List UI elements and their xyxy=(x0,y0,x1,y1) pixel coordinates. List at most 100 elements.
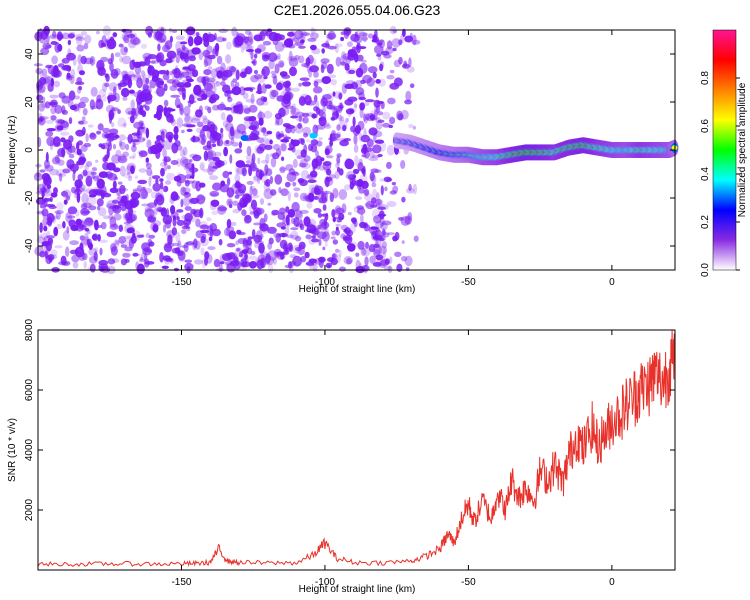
heatmap-cell xyxy=(74,179,83,189)
heatmap-cell xyxy=(281,156,285,161)
snr-x-ticks: -150 -100 -50 0 xyxy=(171,330,615,588)
heatmap-cell xyxy=(119,153,126,162)
heatmap-cell xyxy=(257,254,266,263)
heatmap-cell xyxy=(50,115,57,121)
heatmap-cell xyxy=(291,128,296,134)
heatmap-cell xyxy=(256,97,265,106)
heatmap-cell xyxy=(156,86,165,97)
heatmap-cell xyxy=(231,26,238,37)
heatmap-cell xyxy=(98,88,107,97)
heatmap-cell xyxy=(54,104,63,114)
heatmap-cell xyxy=(406,66,415,73)
heatmap-cell xyxy=(91,175,96,179)
heatmap-cell xyxy=(285,124,295,129)
heatmap-cell xyxy=(278,232,288,238)
heatmap-cell xyxy=(49,168,59,176)
heatmap-cell xyxy=(290,55,295,61)
heatmap-cell xyxy=(76,77,83,84)
heatmap-cell xyxy=(75,129,85,137)
heatmap-cell xyxy=(276,222,287,228)
heatmap-feature xyxy=(309,132,318,139)
heatmap-cell xyxy=(249,88,254,92)
heatmap-cell xyxy=(181,225,191,230)
heatmap-cell xyxy=(37,115,46,126)
heatmap-cell xyxy=(216,55,223,65)
heatmap-cell xyxy=(77,101,86,109)
heatmap-cell xyxy=(142,83,149,91)
heatmap-cell xyxy=(89,132,96,138)
heatmap-cell xyxy=(392,47,397,52)
heatmap-cell xyxy=(212,48,217,57)
heatmap-cell xyxy=(212,182,222,191)
heatmap-cell xyxy=(269,89,277,100)
heatmap-cell xyxy=(171,247,180,254)
heatmap-cell xyxy=(391,181,396,186)
heatmap-cell xyxy=(76,141,80,151)
heatmap-cell xyxy=(60,190,69,197)
heatmap-cell xyxy=(361,168,366,174)
heatmap-cell xyxy=(165,131,174,141)
heatmap-cell xyxy=(232,200,239,206)
heatmap-cell xyxy=(220,127,224,134)
heatmap-cell xyxy=(186,226,191,232)
heatmap-cell xyxy=(298,82,302,87)
heatmap-cell xyxy=(261,66,270,77)
heatmap-cell xyxy=(134,175,139,180)
heatmap-cell xyxy=(210,193,218,197)
heatmap-cell xyxy=(156,52,165,63)
heatmap-cell xyxy=(313,94,318,103)
heatmap-cell xyxy=(63,199,68,205)
heatmap-cell xyxy=(318,137,323,141)
heatmap-cell xyxy=(140,76,147,86)
heatmap-cell xyxy=(263,188,274,200)
heatmap-cell xyxy=(243,68,252,74)
heatmap-cell xyxy=(336,155,341,164)
heatmap-cell xyxy=(260,127,267,133)
heatmap-cell xyxy=(377,206,386,210)
heatmap-cell xyxy=(240,199,248,208)
heatmap-cell xyxy=(48,254,58,260)
heatmap-cell xyxy=(335,207,345,215)
heatmap-cell xyxy=(335,248,340,253)
heatmap-cell xyxy=(369,114,376,121)
heatmap-cell xyxy=(328,174,336,179)
heatmap-cell xyxy=(176,158,182,167)
heatmap-cell xyxy=(188,211,197,223)
heatmap-cell xyxy=(365,241,369,249)
heatmap-cell xyxy=(234,81,240,89)
heatmap-cell xyxy=(42,68,48,77)
heatmap-cell xyxy=(118,140,123,147)
heatmap-cell xyxy=(259,136,270,147)
heatmap-cell xyxy=(310,144,318,153)
heatmap-cell xyxy=(120,206,127,212)
colorbar-tick-label: 0.4 xyxy=(700,167,711,181)
heatmap-cell xyxy=(403,60,408,68)
heatmap-cell xyxy=(266,130,273,135)
heatmap-cell xyxy=(238,86,246,96)
heatmap-cell xyxy=(275,148,282,157)
heatmap-cell xyxy=(219,261,225,265)
heatmap-cell xyxy=(39,70,44,78)
heatmap-cell xyxy=(338,212,345,221)
heatmap-cell xyxy=(184,206,192,211)
heatmap-cell xyxy=(318,226,327,231)
heatmap-cell xyxy=(285,214,290,226)
heatmap-cell xyxy=(274,121,280,126)
heatmap-cell xyxy=(190,208,197,215)
heatmap-cell xyxy=(124,81,134,87)
heatmap-cell xyxy=(359,102,365,111)
heatmap-cell xyxy=(159,251,164,263)
heatmap-cell xyxy=(285,91,294,102)
colorbar-tick-label: 0.8 xyxy=(700,71,711,85)
heatmap-cell xyxy=(345,80,356,86)
heatmap-cell xyxy=(389,256,393,264)
heatmap-cell xyxy=(373,215,382,224)
heatmap-cell xyxy=(208,96,217,104)
heatmap-cell xyxy=(298,55,305,64)
heatmap-cell xyxy=(253,34,263,42)
heatmap-cell xyxy=(363,224,371,232)
heatmap-cell xyxy=(152,175,161,180)
heatmap-cell xyxy=(200,237,209,247)
heatmap-cell xyxy=(296,223,302,228)
heatmap-y-tick-label: -20 xyxy=(24,190,35,205)
